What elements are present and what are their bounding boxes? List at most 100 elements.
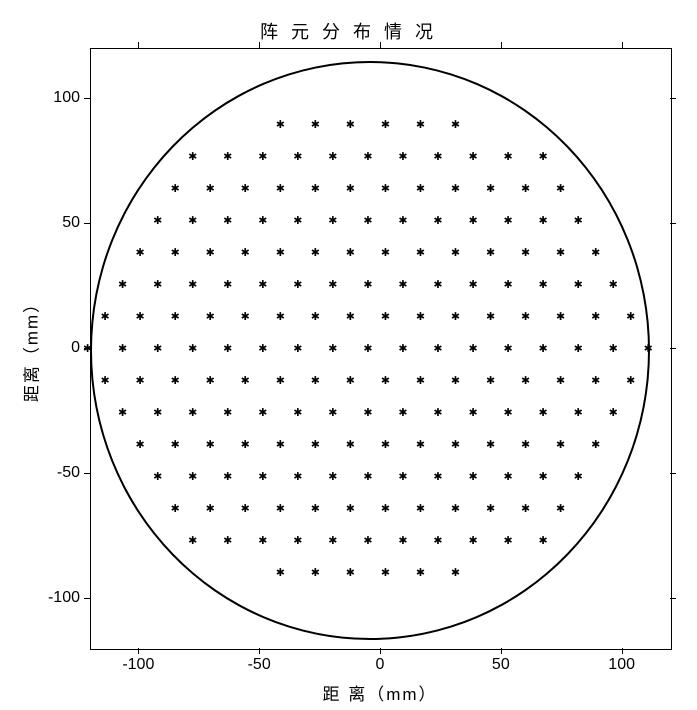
array-element-marker: ✱ [171, 437, 179, 451]
array-element-marker: ✱ [188, 405, 196, 419]
array-element-marker: ✱ [311, 309, 319, 323]
array-element-marker: ✱ [469, 213, 477, 227]
array-element-marker: ✱ [399, 213, 407, 227]
array-element-marker: ✱ [521, 373, 529, 387]
y-tick [670, 598, 676, 599]
array-element-marker: ✱ [627, 309, 635, 323]
array-element-marker: ✱ [224, 405, 232, 419]
x-tick-label: -100 [122, 656, 154, 674]
array-element-marker: ✱ [171, 309, 179, 323]
array-element-marker: ✱ [399, 277, 407, 291]
array-element-marker: ✱ [609, 277, 617, 291]
array-element-marker: ✱ [171, 181, 179, 195]
array-element-marker: ✱ [136, 245, 144, 259]
x-tick [622, 42, 623, 48]
array-element-marker: ✱ [153, 469, 161, 483]
array-element-marker: ✱ [451, 501, 459, 515]
array-element-marker: ✱ [136, 309, 144, 323]
x-tick [501, 42, 502, 48]
array-element-marker: ✱ [434, 533, 442, 547]
array-element-marker: ✱ [83, 341, 91, 355]
array-element-marker: ✱ [311, 501, 319, 515]
array-element-marker: ✱ [136, 373, 144, 387]
array-element-marker: ✱ [153, 405, 161, 419]
array-element-marker: ✱ [241, 245, 249, 259]
array-element-marker: ✱ [609, 341, 617, 355]
array-element-marker: ✱ [486, 245, 494, 259]
array-element-marker: ✱ [153, 213, 161, 227]
array-element-marker: ✱ [556, 373, 564, 387]
y-tick-label: 100 [53, 89, 86, 107]
array-element-marker: ✱ [591, 245, 599, 259]
array-element-marker: ✱ [188, 469, 196, 483]
array-element-marker: ✱ [504, 405, 512, 419]
array-element-marker: ✱ [539, 213, 547, 227]
x-tick [138, 648, 139, 654]
array-element-marker: ✱ [259, 277, 267, 291]
x-tick-label: -50 [248, 656, 271, 674]
array-element-marker: ✱ [469, 277, 477, 291]
array-element-marker: ✱ [224, 341, 232, 355]
array-element-marker: ✱ [259, 213, 267, 227]
array-element-marker: ✱ [381, 437, 389, 451]
array-element-marker: ✱ [364, 277, 372, 291]
x-tick [138, 42, 139, 48]
array-element-marker: ✱ [539, 469, 547, 483]
array-element-marker: ✱ [416, 565, 424, 579]
array-element-marker: ✱ [224, 469, 232, 483]
array-element-marker: ✱ [521, 245, 529, 259]
x-tick-label: 50 [492, 656, 510, 674]
array-element-marker: ✱ [276, 117, 284, 131]
array-element-marker: ✱ [434, 469, 442, 483]
array-element-marker: ✱ [556, 245, 564, 259]
array-element-marker: ✱ [381, 565, 389, 579]
array-element-marker: ✱ [399, 533, 407, 547]
array-element-marker: ✱ [276, 181, 284, 195]
array-element-marker: ✱ [364, 341, 372, 355]
array-element-marker: ✱ [434, 405, 442, 419]
array-element-marker: ✱ [346, 181, 354, 195]
array-element-marker: ✱ [556, 309, 564, 323]
array-element-marker: ✱ [521, 309, 529, 323]
array-element-marker: ✱ [171, 245, 179, 259]
array-element-marker: ✱ [504, 149, 512, 163]
array-element-marker: ✱ [469, 469, 477, 483]
array-element-marker: ✱ [294, 405, 302, 419]
x-axis-label: 距 离（mm） [322, 680, 437, 705]
array-element-marker: ✱ [451, 181, 459, 195]
array-element-marker: ✱ [381, 373, 389, 387]
y-tick-label: -50 [57, 464, 86, 482]
array-element-marker: ✱ [118, 341, 126, 355]
array-element-marker: ✱ [504, 341, 512, 355]
array-element-marker: ✱ [276, 501, 284, 515]
array-element-marker: ✱ [539, 149, 547, 163]
array-element-marker: ✱ [206, 245, 214, 259]
array-element-marker: ✱ [469, 533, 477, 547]
array-element-marker: ✱ [346, 501, 354, 515]
x-tick [380, 42, 381, 48]
array-element-marker: ✱ [539, 341, 547, 355]
y-tick-label: 50 [62, 214, 86, 232]
array-element-marker: ✱ [294, 149, 302, 163]
array-element-marker: ✱ [364, 533, 372, 547]
array-element-marker: ✱ [451, 437, 459, 451]
array-element-marker: ✱ [416, 373, 424, 387]
y-tick [670, 223, 676, 224]
array-element-marker: ✱ [381, 245, 389, 259]
array-element-marker: ✱ [259, 533, 267, 547]
array-element-marker: ✱ [118, 277, 126, 291]
array-element-marker: ✱ [206, 181, 214, 195]
array-element-marker: ✱ [241, 181, 249, 195]
array-element-marker: ✱ [118, 405, 126, 419]
x-tick [259, 648, 260, 654]
x-tick [380, 648, 381, 654]
array-element-marker: ✱ [469, 149, 477, 163]
array-element-marker: ✱ [294, 341, 302, 355]
array-element-marker: ✱ [364, 149, 372, 163]
array-element-marker: ✱ [486, 437, 494, 451]
array-element-marker: ✱ [346, 565, 354, 579]
array-element-marker: ✱ [504, 533, 512, 547]
array-element-marker: ✱ [188, 149, 196, 163]
array-element-marker: ✱ [329, 405, 337, 419]
array-element-marker: ✱ [469, 405, 477, 419]
